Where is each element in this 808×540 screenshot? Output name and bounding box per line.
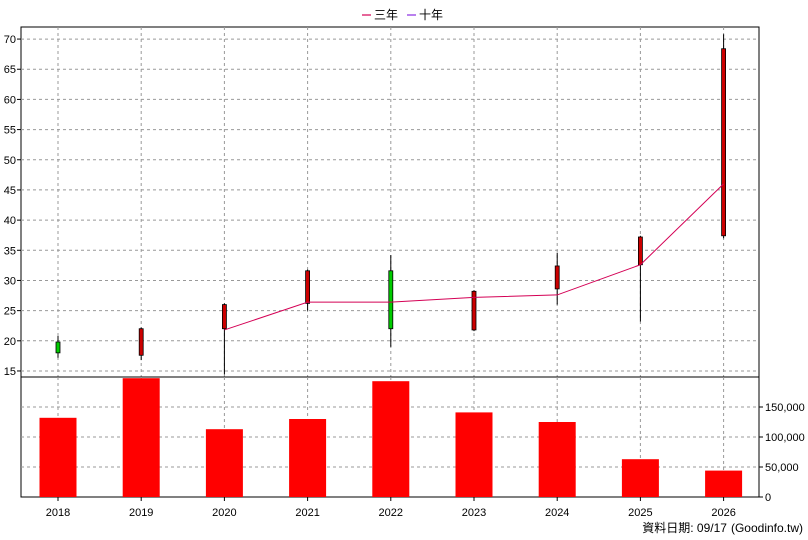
x-tick-label: 2019: [129, 507, 153, 519]
x-tick-label: 2026: [711, 507, 735, 519]
x-tick-label: 2020: [212, 507, 236, 519]
legend: 三年 十年: [362, 8, 443, 22]
footer-source: (Goodinfo.tw): [731, 521, 803, 535]
price-tick-label: 45: [4, 185, 16, 197]
x-tick-label: 2023: [462, 507, 486, 519]
x-tick-label: 2018: [46, 507, 70, 519]
x-axis: 2018 2019 2020 2021 2022 2023 2024 2025 2026: [46, 497, 736, 519]
candle-body: [721, 48, 726, 237]
price-tick-label: 60: [4, 94, 16, 106]
volume-bar: [705, 470, 743, 497]
average-lines: [224, 183, 724, 331]
volume-tick-label: 50,000: [765, 462, 799, 474]
volume-axis: 0 50,000 100,000 150,000: [759, 402, 805, 504]
candle-body: [221, 304, 227, 330]
volume-bar: [39, 417, 77, 497]
candle-body: [138, 328, 144, 356]
price-tick-label: 40: [4, 215, 16, 227]
price-panel: 15 20 25 30 35 40 45 50 55 60 65 70: [4, 26, 760, 378]
price-tick-label: 20: [4, 336, 16, 348]
price-tick-label: 35: [4, 245, 16, 257]
volume-bar: [455, 412, 493, 497]
candle-body: [554, 265, 560, 290]
legend-label-ten-year: 十年: [419, 8, 443, 22]
volume-tick-label: 150,000: [765, 402, 805, 414]
volume-bar: [289, 419, 327, 497]
price-tick-label: 15: [4, 366, 16, 378]
volume-bar: [372, 381, 410, 497]
volume-panel: 0 50,000 100,000 150,000: [20, 376, 805, 504]
x-tick-label: 2022: [379, 507, 403, 519]
volume-bar: [205, 429, 243, 497]
price-tick-label: 65: [4, 64, 16, 76]
price-tick-label: 25: [4, 306, 16, 318]
volume-tick-label: 100,000: [765, 432, 805, 444]
price-tick-label: 30: [4, 275, 16, 287]
x-tick-label: 2024: [545, 507, 569, 519]
volume-bars: [39, 378, 743, 497]
volume-bar: [122, 378, 160, 497]
candle-body: [305, 270, 311, 304]
price-tick-label: 70: [4, 34, 16, 46]
volume-bar: [538, 422, 576, 497]
x-tick-label: 2025: [628, 507, 652, 519]
candle-body: [388, 270, 394, 330]
price-grid: [21, 27, 759, 377]
footer-date-label: 資料日期: 09/17: [642, 521, 727, 535]
candle-body: [471, 290, 477, 331]
price-tick-label: 50: [4, 155, 16, 167]
volume-tick-label: 0: [765, 492, 771, 504]
candle-body: [55, 341, 61, 354]
legend-label-three-year: 三年: [374, 8, 398, 22]
price-tick-label: 55: [4, 125, 16, 137]
x-tick-label: 2021: [295, 507, 319, 519]
candle-body: [638, 236, 643, 266]
three-year-avg-line: [224, 183, 724, 331]
price-axis: 15 20 25 30 35 40 45 50 55 60 65 70: [4, 34, 21, 378]
footer-date: 資料日期: 09/17 (Goodinfo.tw): [642, 521, 803, 535]
volume-bar: [621, 459, 659, 497]
